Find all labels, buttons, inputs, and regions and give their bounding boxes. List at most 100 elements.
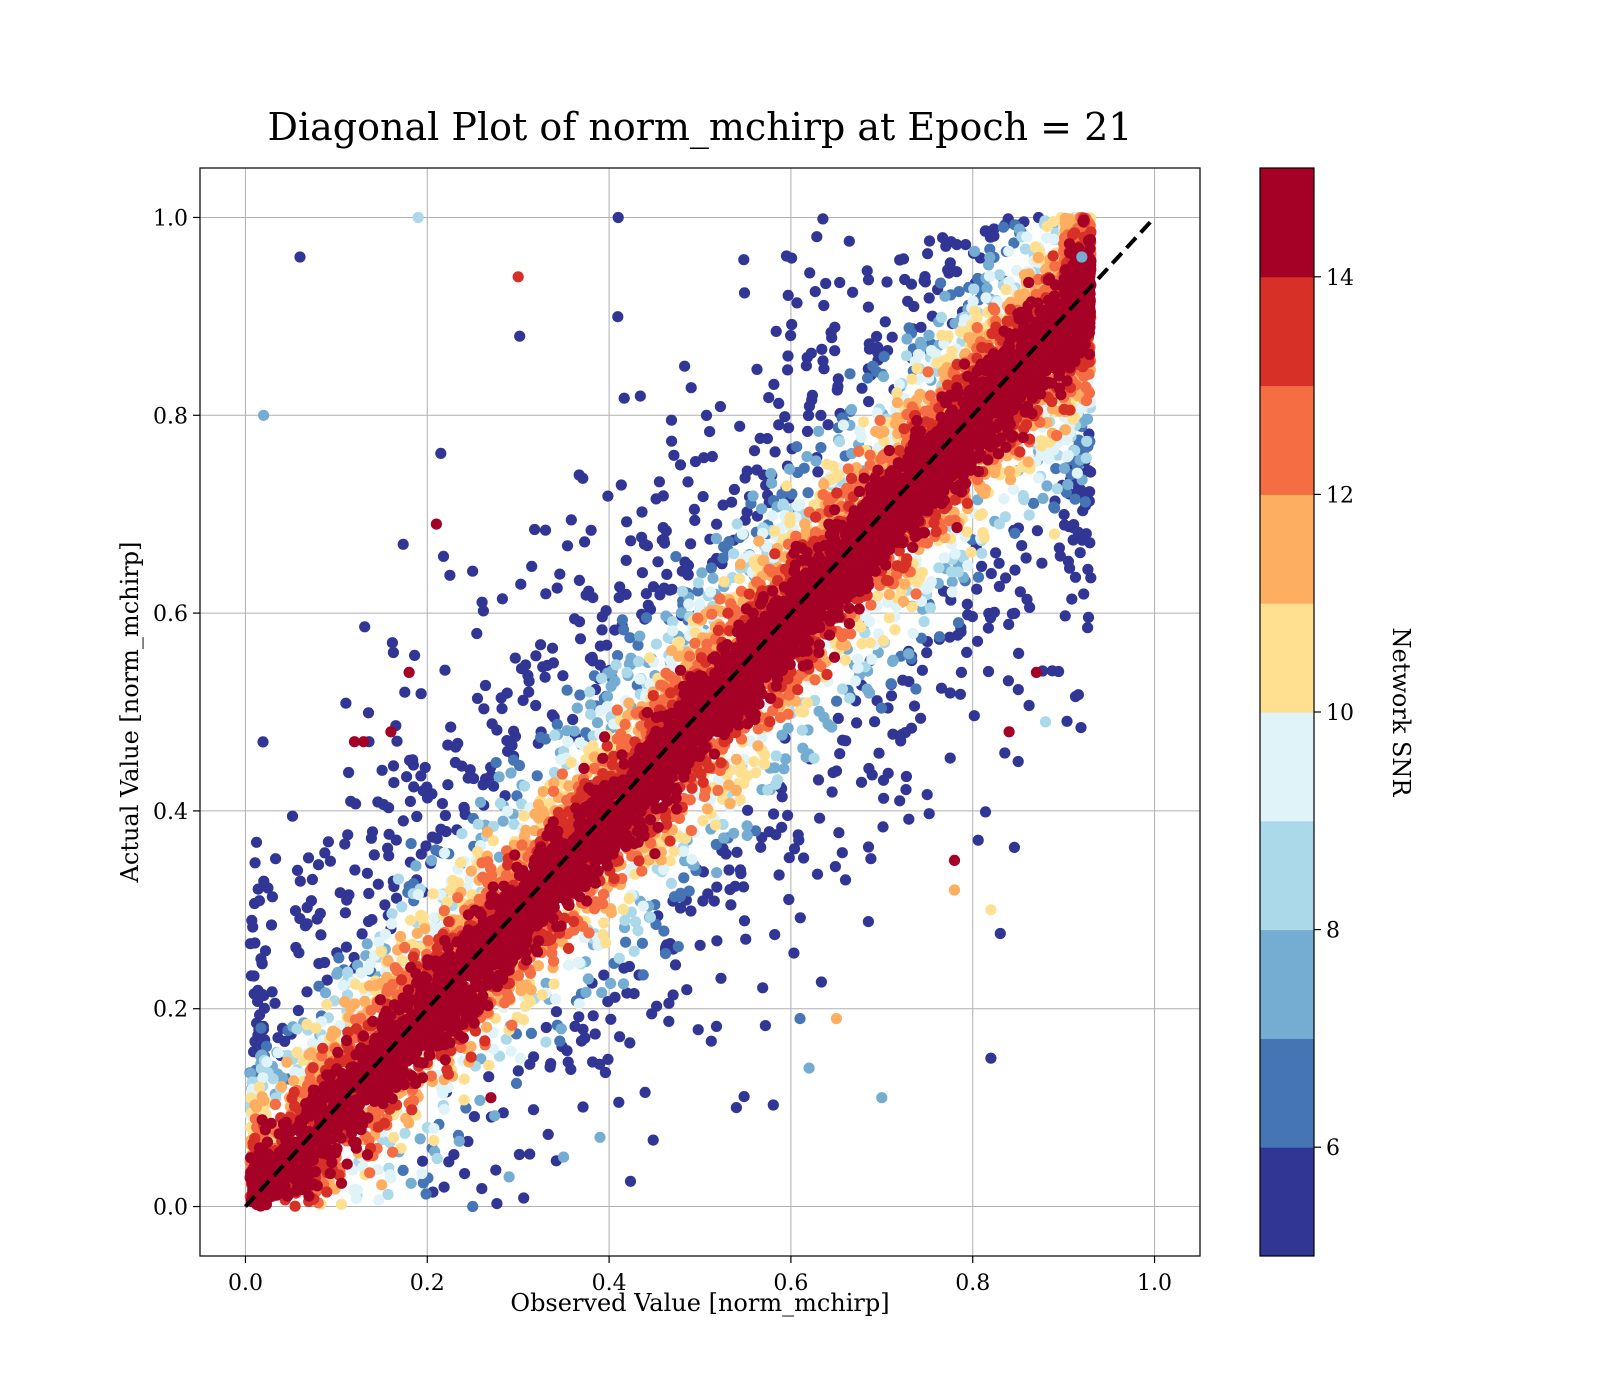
scatter-point [383,850,395,862]
scatter-point [801,352,813,364]
scatter-point [740,933,752,945]
scatter-point [580,986,592,999]
scatter-point [382,1188,394,1201]
scatter-point [1061,434,1073,446]
scatter-point [1062,479,1074,491]
scatter-point [782,350,794,362]
scatter-point [961,646,973,659]
scatter-point [689,514,701,527]
scatter-point [708,895,720,907]
scatter-point [767,1099,779,1111]
scatter-point [338,996,351,1008]
scatter-point [791,297,803,309]
scatter-point [579,536,591,548]
scatter-point [420,840,432,852]
scatter-point [1000,284,1012,296]
scatter-point [813,705,825,717]
scatter-point [689,456,702,468]
scatter-point [935,277,947,289]
scatter-point [595,705,607,717]
scatter-point [257,736,269,748]
scatter-point [291,864,304,877]
scatter-point [919,271,931,283]
scatter-point [706,608,718,620]
scatter-point [258,875,270,887]
scatter-point [731,846,743,858]
scatter-point [650,493,662,505]
scatter-point [585,524,597,536]
scatter-point [766,510,779,522]
scatter-point [587,655,599,667]
scatter-point [276,1072,289,1084]
scatter-point [856,382,868,394]
scatter-point [464,764,476,776]
scatter-point [364,1167,376,1179]
scatter-point [547,785,560,797]
scatter-point [550,993,562,1005]
scatter-point [887,654,899,666]
scatter-point [387,1146,399,1158]
scatter-point [301,918,313,930]
scatter-point [993,518,1006,530]
scatter-point [445,721,457,733]
scatter-point [972,834,984,846]
scatter-point [971,583,983,595]
scatter-point [698,452,710,464]
scatter-point [968,283,980,295]
scatter-point [945,264,958,276]
scatter-point [644,652,656,664]
scatter-point [939,290,951,302]
scatter-point [674,459,687,471]
scatter-point [1050,463,1062,475]
scatter-point [723,864,735,876]
scatter-point [899,273,911,286]
scatter-point [697,491,709,503]
scatter-point [765,467,777,480]
scatter-point [1020,552,1032,564]
scatter-point [605,1013,617,1025]
scatter-point [1012,684,1024,696]
scatter-point [611,704,623,716]
scatter-point [1032,251,1045,264]
scatter-point [728,483,741,496]
scatter-point [1083,387,1095,399]
scatter-point [479,679,492,692]
scatter-point [834,276,846,289]
scatter-point [387,760,400,772]
scatter-point [739,472,751,484]
scatter-point [584,686,596,698]
scatter-point [601,639,613,651]
scatter-point [665,414,678,426]
scatter-point [862,372,874,384]
scatter-point [946,345,958,358]
scatter-point [881,276,893,288]
scatter-point [561,540,574,552]
scatter-point [281,1056,293,1068]
scatter-point [569,1020,581,1032]
scatter-point [1074,547,1086,559]
scatter-point [507,725,520,737]
scatter-point [685,825,698,837]
scatter-point [697,815,709,827]
scatter-point [798,852,810,864]
scatter-point [500,869,513,881]
scatter-point [248,988,260,1000]
scatter-point [571,702,583,714]
scatter-point [489,1110,501,1122]
scatter-point [335,1198,347,1210]
scatter-point [449,756,461,769]
scatter-point [404,795,416,808]
scatter-point [768,378,780,390]
scatter-point [343,766,355,779]
scatter-point [551,582,563,594]
scatter-point [999,747,1011,759]
scatter-point [494,797,506,810]
scatter-point [891,397,903,409]
scatter-point [605,977,617,990]
scatter-point [894,795,906,807]
scatter-point [573,574,586,587]
scatter-point [390,892,403,904]
scatter-point [547,657,560,669]
scatter-point [345,795,357,807]
scatter-point [723,536,735,548]
